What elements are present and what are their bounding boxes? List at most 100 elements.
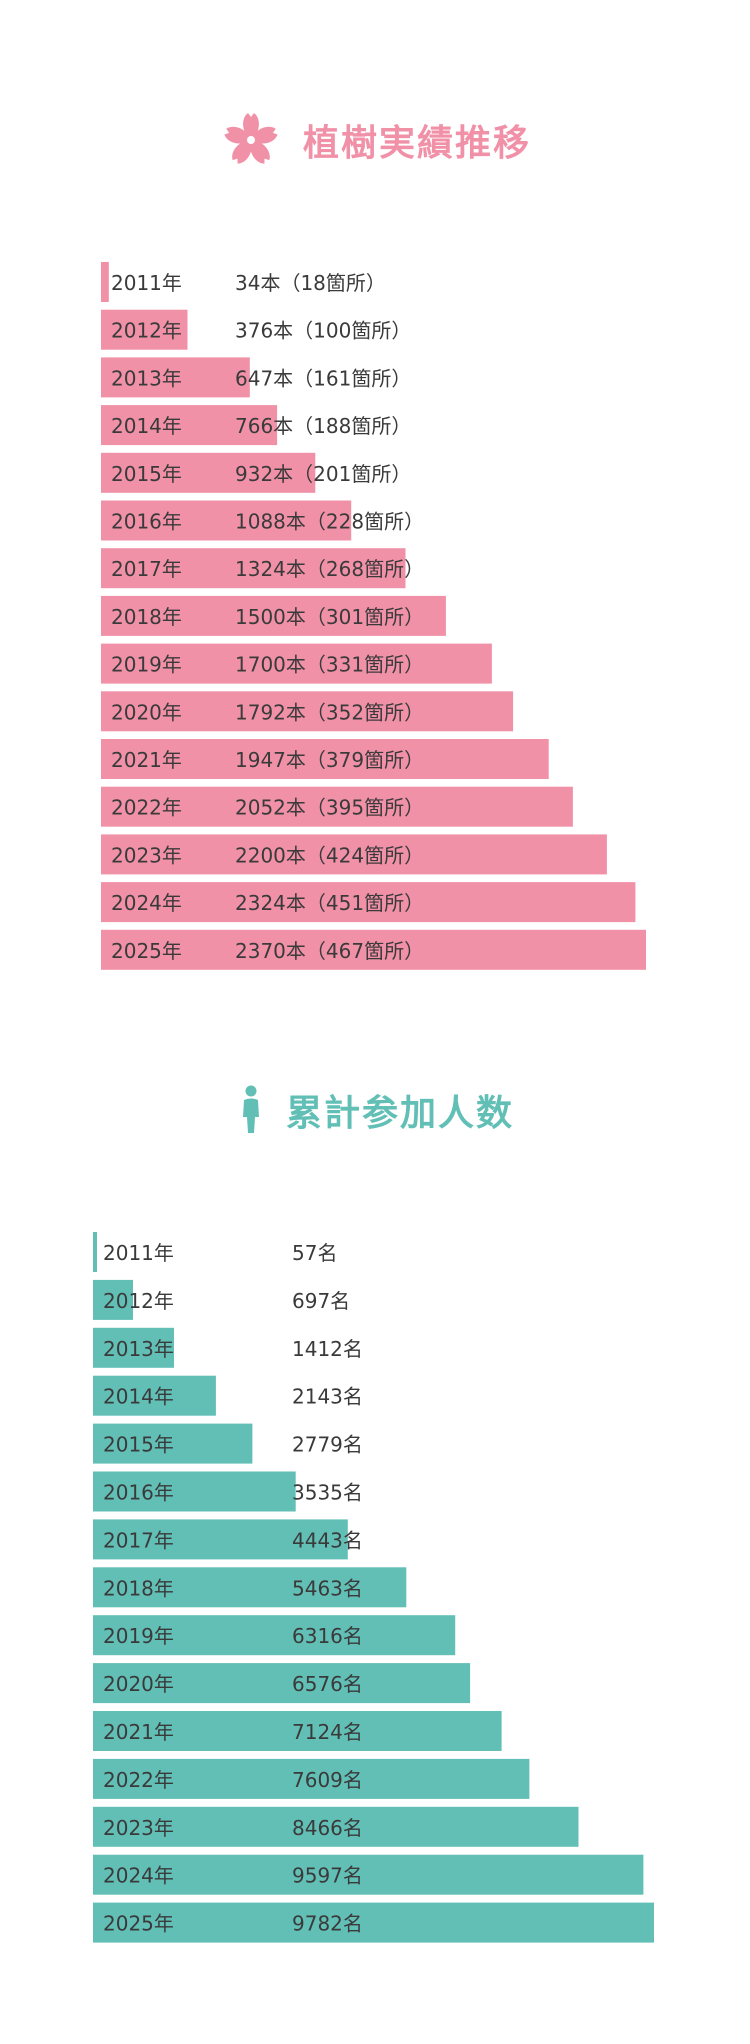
tree-year-label-9: 2020年 [111,700,182,724]
tree-year-label-0: 2011年 [111,271,182,295]
tree-year-label-10: 2021年 [111,748,182,772]
participant-bar-1 [93,1279,133,1320]
tree-bar-3 [101,405,278,446]
tree-year-label-14: 2025年 [111,939,182,963]
tree-value-label-11: 2052本（395箇所） [235,796,424,820]
participant-value-label-8: 6316名 [292,1624,363,1648]
tree-year-label-4: 2015年 [111,462,182,486]
sakura-flower-icon [219,108,283,172]
participant-bar-14 [93,1902,654,1943]
participant-value-label-13: 9597名 [292,1864,363,1888]
participant-year-label-10: 2021年 [103,1720,174,1744]
tree-year-label-7: 2018年 [111,605,182,629]
participant-year-label-6: 2017年 [103,1528,174,1552]
participant-value-label-14: 9782名 [292,1912,363,1936]
participant-year-label-8: 2019年 [103,1624,174,1648]
participant-year-label-2: 2013年 [103,1337,174,1361]
participant-bar-7 [93,1567,407,1608]
participant-value-label-0: 57名 [292,1241,337,1265]
tree-bar-5 [101,500,352,541]
participant-year-label-7: 2018年 [103,1576,174,1600]
participant-bar-0 [93,1232,97,1272]
tree-value-label-3: 766本（188箇所） [235,414,411,438]
participant-bar-11 [93,1758,530,1799]
participant-year-label-11: 2022年 [103,1768,174,1792]
participant-bar-8 [93,1615,456,1656]
tree-year-label-5: 2016年 [111,510,182,534]
tree-bar-1 [101,309,188,350]
tree-value-label-14: 2370本（467箇所） [235,939,424,963]
tree-value-label-9: 1792本（352箇所） [235,700,424,724]
participant-bar-6 [93,1519,348,1560]
tree-bar-4 [101,452,316,493]
tree-bar-2 [101,357,250,398]
participant-value-label-11: 7609名 [292,1768,363,1792]
tree-value-label-5: 1088本（228箇所） [235,510,424,534]
participant-value-label-1: 697名 [292,1289,350,1313]
participant-year-label-13: 2024年 [103,1864,174,1888]
tree-planting-title: 植樹実績推移 [0,100,750,180]
tree-value-label-7: 1500本（301箇所） [235,605,424,629]
person-icon [236,1085,266,1135]
participant-value-label-7: 5463名 [292,1576,363,1600]
tree-value-label-6: 1324本（268箇所） [235,557,424,581]
tree-bar-13 [101,882,636,923]
tree-value-label-4: 932本（201箇所） [235,462,411,486]
tree-value-label-1: 376本（100箇所） [235,319,411,343]
participant-bar-13 [93,1854,644,1895]
participant-value-label-3: 2143名 [292,1385,363,1409]
tree-bar-0 [101,262,109,302]
tree-year-label-2: 2013年 [111,366,182,390]
tree-value-label-0: 34本（18箇所） [235,271,386,295]
participant-year-label-1: 2012年 [103,1289,174,1313]
participant-bar-5 [93,1471,296,1512]
tree-bar-11 [101,786,573,827]
tree-planting-title-text: 植樹実績推移 [302,123,531,164]
tree-planting-chart: 2011年 34本（18箇所） 2012年 376本（100箇所） 2013年 647本（… [101,262,646,970]
participant-value-label-5: 3535名 [292,1481,363,1505]
participant-year-label-5: 2016年 [103,1481,174,1505]
participant-bar-9 [93,1663,471,1704]
tree-bar-7 [101,595,446,636]
tree-value-label-2: 647本（161箇所） [235,366,411,390]
participant-value-label-4: 2779名 [292,1433,363,1457]
tree-year-label-6: 2017年 [111,557,182,581]
participant-value-label-9: 6576名 [292,1672,363,1696]
participant-bar-4 [93,1423,253,1464]
participant-year-label-14: 2025年 [103,1912,174,1936]
tree-value-label-12: 2200本（424箇所） [235,843,424,867]
participant-value-label-10: 7124名 [292,1720,363,1744]
tree-bar-10 [101,739,549,779]
participant-year-label-4: 2015年 [103,1433,174,1457]
tree-value-label-8: 1700本（331箇所） [235,653,424,677]
participants-title: 累計参加人数 [0,1070,750,1150]
participant-year-label-9: 2020年 [103,1672,174,1696]
participant-year-label-3: 2014年 [103,1385,174,1409]
tree-year-label-13: 2024年 [111,891,182,915]
participant-year-label-12: 2023年 [103,1816,174,1840]
tree-bar-6 [101,548,406,589]
tree-year-label-1: 2012年 [111,319,182,343]
participant-bar-3 [93,1375,216,1416]
tree-year-label-12: 2023年 [111,843,182,867]
tree-year-label-11: 2022年 [111,796,182,820]
participant-bar-2 [93,1327,174,1368]
participant-value-label-2: 1412名 [292,1337,363,1361]
participants-chart: 2011年 57名 2012年 697名 2013年 1412名 2014年 2143名 201… [93,1232,654,1943]
tree-year-label-3: 2014年 [111,414,182,438]
participant-bar-10 [93,1711,502,1751]
tree-bar-9 [101,691,514,732]
participant-bar-12 [93,1806,579,1847]
tree-bar-12 [101,834,607,875]
participant-value-label-6: 4443名 [292,1528,363,1552]
tree-year-label-8: 2019年 [111,653,182,677]
tree-bar-8 [101,643,492,684]
tree-value-label-13: 2324本（451箇所） [235,891,424,915]
participants-title-text: 累計参加人数 [285,1093,514,1134]
participant-year-label-0: 2011年 [103,1241,174,1265]
participant-value-label-12: 8466名 [292,1816,363,1840]
tree-value-label-10: 1947本（379箇所） [235,748,424,772]
tree-bar-14 [101,929,646,970]
